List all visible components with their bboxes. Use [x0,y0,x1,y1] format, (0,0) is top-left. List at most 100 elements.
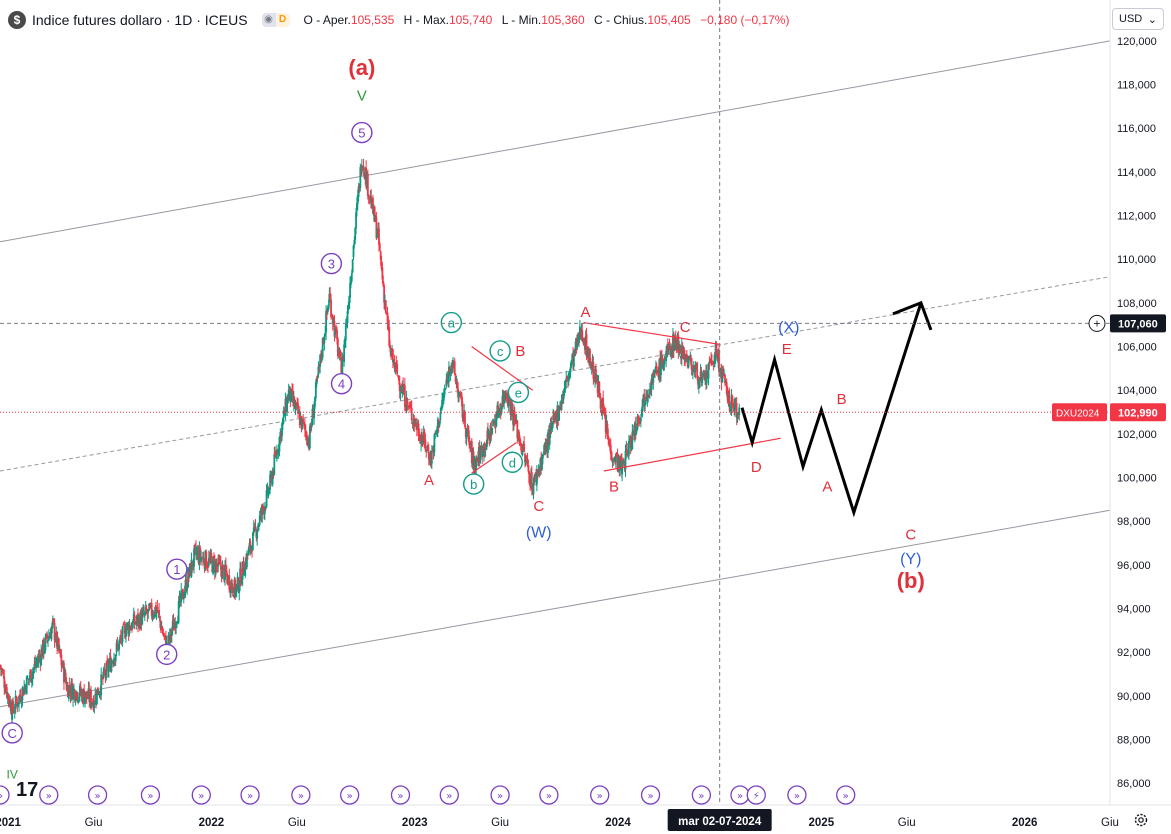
candle-body [702,374,705,376]
price-tick-label: 88,000 [1117,735,1151,747]
candle-body [327,304,330,310]
currency-select[interactable]: USD ⌄ [1112,8,1164,30]
time-tick-label: 2021 [0,817,22,829]
candle-body [194,544,197,546]
wave-circle [320,252,343,275]
candle-body [163,633,166,636]
candle-body [381,267,384,280]
event-glyph: » [46,791,52,802]
event-glyph: » [0,791,3,802]
candle-body [316,376,319,378]
candle-body [293,399,296,409]
candle-body [648,389,651,394]
candle-body [105,663,108,679]
close-value: 105,405 [647,13,691,27]
candle-body [118,640,121,650]
wave-label: 2 [163,647,170,662]
candle-body [224,564,227,573]
candle-body [222,564,225,567]
time-tick-label: Giu [898,817,916,829]
candle-body [442,394,445,401]
visibility-toggle[interactable]: ◉ D [261,13,290,27]
event-marker-icon [39,785,59,805]
candle-body [356,194,359,205]
delayed-badge: D [275,13,290,27]
candle-body [186,587,189,591]
wave-circle [440,311,463,334]
wave-label: B [609,479,619,496]
candle-body [302,418,305,422]
candle-body [715,344,718,356]
candle-body [640,409,643,416]
crosshair-price-badge [1110,314,1166,333]
time-axis[interactable]: 2021 Giu 2022 Giu 2023 Giu 2024 2025 Giu 2026 Giu m… [0,804,1171,831]
event-glyph: » [597,791,603,802]
candle-body [708,361,711,363]
candle-body [674,335,677,344]
add-alert-icon [1088,314,1106,332]
wave-circle [507,381,530,404]
candle-body [504,391,506,397]
candle-body [685,354,688,356]
wave-label: C [533,498,544,515]
chevron-down-icon: ⌄ [1147,13,1157,26]
candle-body [421,434,423,442]
event-marker-icon [191,785,211,805]
candle-body [350,279,352,285]
price-tick-label: 120,000 [1117,36,1157,48]
candle-body [147,609,150,613]
candle-body [683,350,686,360]
candle-body [296,401,299,405]
time-tick-label: Giu [288,817,306,829]
candle-body [498,411,500,419]
candle-body [320,353,322,359]
price-tick-label: 92,000 [1117,647,1151,659]
candle-body [7,693,10,701]
high-value: 105,740 [448,13,493,27]
candle-body [454,374,457,382]
candle-body [353,240,356,245]
time-tick-label: 2025 [809,817,835,829]
candle-body [409,405,412,409]
candle-body [77,700,80,702]
candle-body [242,562,245,575]
candle-body [256,531,259,539]
gear-icon[interactable] [1133,812,1149,828]
candle-body [500,406,503,414]
candle-body [238,586,241,593]
event-glyph: » [147,791,153,802]
eye-icon[interactable]: ◉ [261,13,276,27]
candle-body [35,663,38,666]
candle-body [551,422,554,430]
candle-body [585,333,588,357]
candle-body [304,423,306,430]
candle-body [102,668,105,678]
candle-body [103,669,106,673]
wave-label: (a) [348,55,375,80]
symbol-title[interactable]: Indice futures dollaro · 1D · ICEUS [32,12,248,28]
price-axis[interactable]: 86,000 88,000 90,000 92,000 94,000 96,000 98,0… [1052,0,1171,834]
candle-body [30,669,32,683]
candle-body [313,406,316,419]
event-glyph: » [95,791,101,802]
candle-body [240,568,242,585]
candle-body [373,206,376,222]
candle-body [352,245,355,258]
time-tick-label: 2024 [605,817,631,829]
plus-glyph: + [1093,316,1100,330]
candle-body [492,419,494,427]
candle-body [387,321,390,328]
candle-body [268,491,271,493]
candle-body [314,382,317,398]
candle-body [724,381,727,383]
candle-body [246,553,248,568]
candle-body [25,676,28,695]
candle-body [325,311,327,333]
candle-body [14,695,17,709]
candle-body [57,638,60,651]
candle-body [46,634,49,640]
candle-body [201,558,203,560]
candle-body [210,552,213,560]
candle-body [228,575,231,590]
